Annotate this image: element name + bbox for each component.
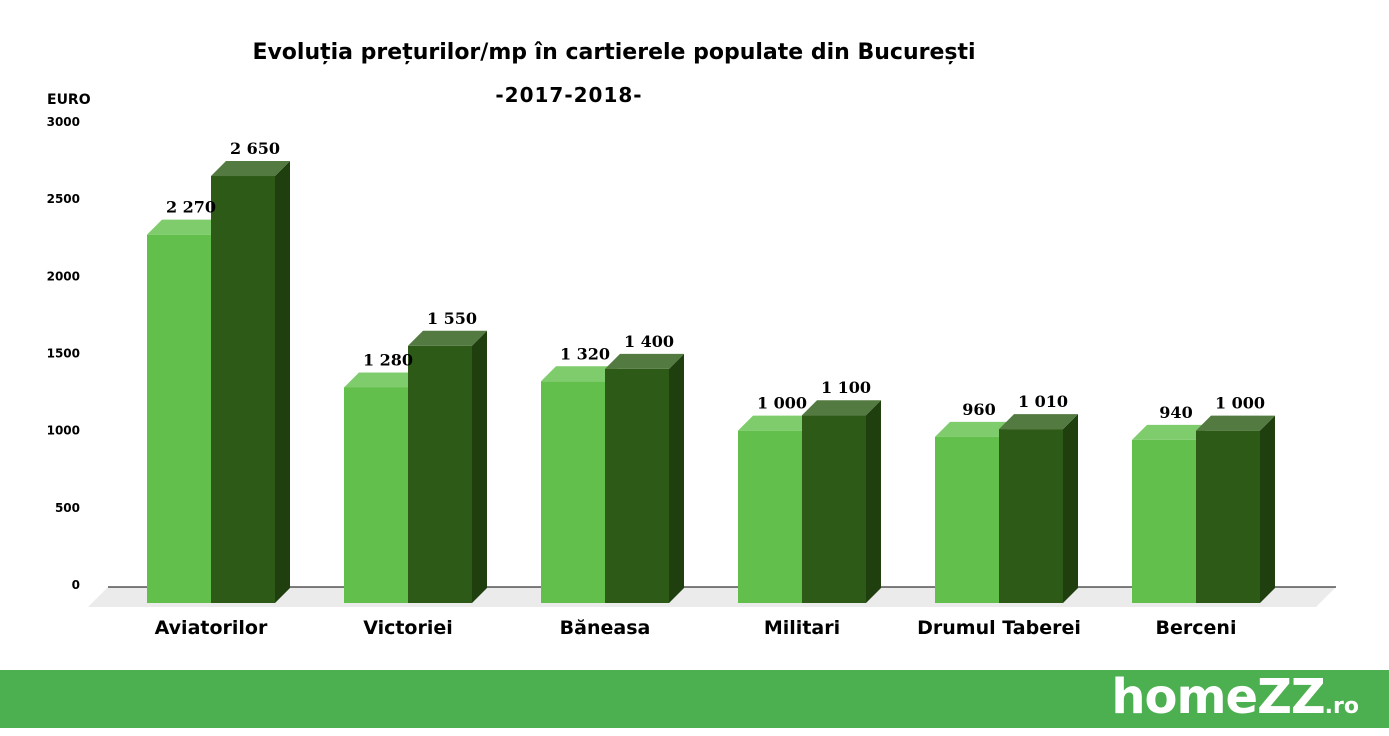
data-label: 1 000 bbox=[757, 394, 807, 413]
bar-2017 bbox=[935, 436, 999, 603]
category-label: Aviatorilor bbox=[155, 617, 268, 639]
chart-title: Evoluția prețurilor/mp în cartierele pop… bbox=[252, 40, 975, 65]
bar-top-face bbox=[147, 219, 226, 235]
brand-logo[interactable]: homeZZ.ro bbox=[1111, 668, 1359, 736]
y-tick-label: 2000 bbox=[47, 269, 80, 283]
bar-top-face bbox=[541, 366, 620, 382]
brand-suffix: .ro bbox=[1324, 694, 1359, 719]
bar-2018 bbox=[605, 368, 669, 603]
bar-top-face bbox=[408, 330, 487, 346]
bar-side-face bbox=[669, 353, 684, 603]
bars bbox=[147, 161, 1275, 603]
bar-2018 bbox=[211, 176, 275, 603]
bar-2018 bbox=[1196, 430, 1260, 603]
bar-2017 bbox=[738, 430, 802, 603]
y-tick-label: 2500 bbox=[47, 192, 80, 206]
data-label: 1 400 bbox=[624, 332, 674, 351]
bar-2018 bbox=[408, 345, 472, 603]
bar-2017 bbox=[147, 234, 211, 603]
y-axis-unit: EURO bbox=[47, 92, 91, 108]
data-label: 1 550 bbox=[427, 309, 477, 328]
bar-2018 bbox=[999, 429, 1063, 603]
category-label: Victoriei bbox=[363, 617, 453, 639]
category-label: Drumul Taberei bbox=[917, 617, 1081, 639]
category-label: Băneasa bbox=[560, 617, 651, 639]
bar-side-face bbox=[866, 400, 881, 603]
data-label: 1 000 bbox=[1215, 394, 1265, 413]
bar-top-face bbox=[605, 353, 684, 369]
bar-2017 bbox=[344, 387, 408, 603]
data-label: 1 320 bbox=[560, 344, 610, 363]
bar-top-face bbox=[738, 415, 817, 431]
y-tick-label: 0 bbox=[72, 578, 80, 592]
y-tick-label: 1000 bbox=[47, 424, 80, 438]
bar-2017 bbox=[541, 381, 605, 603]
bar-side-face bbox=[472, 330, 487, 603]
brand-name: homeZZ bbox=[1111, 669, 1325, 725]
bar-side-face bbox=[1063, 414, 1078, 603]
y-tick-label: 3000 bbox=[47, 115, 80, 129]
data-label: 2 270 bbox=[166, 198, 216, 217]
data-label: 2 650 bbox=[230, 139, 280, 158]
bar-top-face bbox=[344, 372, 423, 388]
bar-top-face bbox=[802, 400, 881, 416]
category-labels: Aviatorilor Victoriei Băneasa Militari Drumu… bbox=[155, 617, 1237, 639]
bar-chart: Evoluția prețurilor/mp în cartierele pop… bbox=[47, 40, 1336, 639]
bar-top-face bbox=[935, 421, 1014, 437]
footer-bar: homeZZ.ro bbox=[0, 669, 1389, 728]
bar-side-face bbox=[275, 161, 290, 603]
bar-2017 bbox=[1132, 439, 1196, 603]
category-label: Militari bbox=[764, 617, 840, 639]
y-tick-label: 1500 bbox=[47, 347, 80, 361]
y-axis-ticks: 0 500 1000 1500 2000 2500 3000 bbox=[47, 115, 80, 592]
bar-2018 bbox=[802, 415, 866, 603]
bar-top-face bbox=[211, 161, 290, 177]
data-label: 940 bbox=[1159, 403, 1192, 422]
bar-top-face bbox=[1132, 424, 1211, 440]
bar-side-face bbox=[1260, 415, 1275, 603]
bar-top-face bbox=[1196, 415, 1275, 431]
data-label: 1 010 bbox=[1018, 392, 1068, 411]
category-label: Berceni bbox=[1156, 617, 1237, 639]
bar-top-face bbox=[999, 414, 1078, 430]
data-label: 1 280 bbox=[363, 350, 413, 369]
data-label: 1 100 bbox=[821, 378, 871, 397]
chart-subtitle: -2017-2018- bbox=[495, 83, 642, 107]
data-label: 960 bbox=[962, 400, 995, 419]
y-tick-label: 500 bbox=[55, 501, 80, 515]
data-labels: 2 270 2 650 1 280 1 550 1 320 1 400 1 000 1 100… bbox=[166, 139, 1265, 422]
